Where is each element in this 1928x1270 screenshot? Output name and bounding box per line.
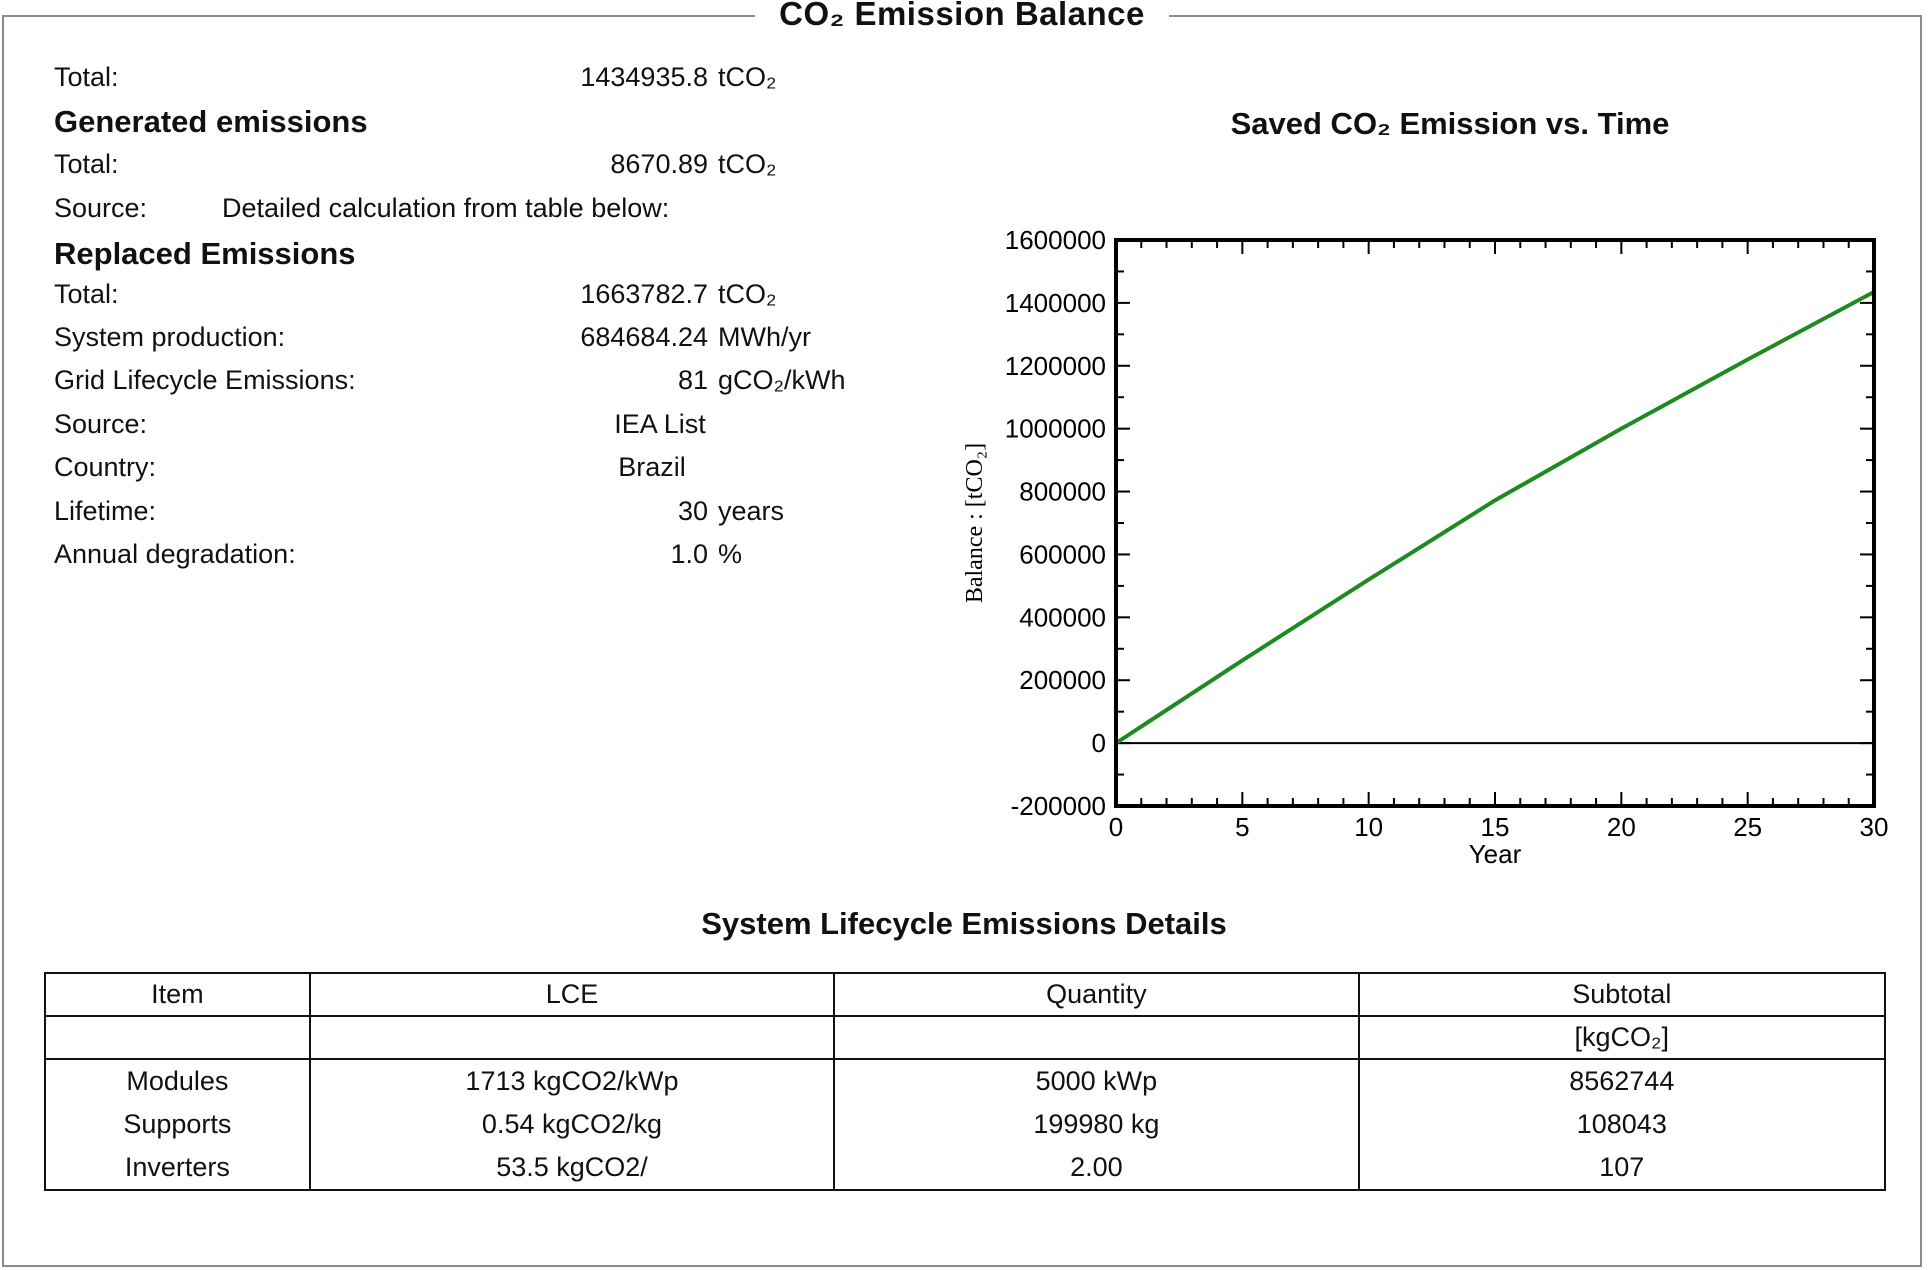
replaced-heading: Replaced Emissions: [54, 236, 356, 271]
y-tick-label: 800000: [1019, 477, 1106, 507]
lce-table: Item LCE Quantity Subtotal [kgCO₂] Modul…: [44, 972, 1887, 1191]
table-units-row: [kgCO₂]: [44, 1015, 1887, 1060]
system-production-unit: MWh/yr: [718, 322, 811, 352]
table-row: Modules 1713 kgCO2/kWp 5000 kWp 8562744: [44, 1059, 1887, 1103]
system-production-label: System production:: [54, 322, 286, 352]
x-axis-label: Year: [1469, 839, 1522, 869]
generated-total-label: Total:: [54, 149, 119, 179]
summary-total-label: Total:: [54, 62, 119, 92]
country-label: Country:: [54, 452, 157, 482]
y-tick-label: 1200000: [1005, 351, 1106, 381]
system-production-value: 684684.24: [580, 322, 708, 352]
x-tick-label: 15: [1481, 812, 1510, 842]
y-tick-label: 1000000: [1005, 414, 1106, 444]
lifetime-label: Lifetime:: [54, 496, 157, 526]
y-axis-label: Balance : [tCO₂]: [962, 443, 988, 603]
y-tick-label: 600000: [1019, 539, 1106, 569]
cell-item: Supports: [44, 1103, 311, 1146]
generated-total-value: 8670.89: [610, 149, 708, 179]
report-title: CO₂ Emission Balance: [755, 0, 1169, 32]
header-lce: LCE: [308, 972, 836, 1017]
y-tick-label: 400000: [1019, 602, 1106, 632]
table-row: Supports 0.54 kgCO2/kg 199980 kg 108043: [44, 1103, 1887, 1146]
x-tick-label: 25: [1733, 812, 1762, 842]
replaced-total-label: Total:: [54, 279, 119, 309]
source-label: Source:: [54, 409, 148, 439]
x-tick-label: 20: [1607, 812, 1636, 842]
cell-item: Inverters: [44, 1146, 311, 1190]
source-value: IEA List: [614, 409, 706, 439]
country-value: Brazil: [618, 452, 686, 482]
series-line: [1114, 290, 1875, 745]
y-tick-label: 200000: [1019, 665, 1106, 695]
lifetime-unit: years: [718, 496, 785, 526]
x-tick-label: 30: [1860, 812, 1889, 842]
x-tick-label: 0: [1109, 812, 1123, 842]
cell-subtotal: 107: [1357, 1146, 1887, 1190]
table-row: Inverters 53.5 kgCO2/ 2.00 107: [44, 1146, 1887, 1190]
table-header-row: Item LCE Quantity Subtotal: [44, 972, 1887, 1017]
unit-quantity: [833, 1015, 1360, 1060]
cell-quantity: 2.00: [833, 1146, 1360, 1190]
header-item: Item: [44, 972, 311, 1017]
cell-subtotal: 8562744: [1357, 1059, 1887, 1103]
summary-total-value: 1434935.8: [580, 62, 708, 92]
cell-quantity: 199980 kg: [833, 1103, 1360, 1146]
degradation-unit: %: [718, 539, 743, 569]
cell-lce: 1713 kgCO2/kWp: [308, 1059, 836, 1103]
table-title: System Lifecycle Emissions Details: [701, 906, 1227, 941]
header-subtotal: Subtotal: [1357, 972, 1887, 1017]
plot-frame: [1114, 238, 1876, 808]
generated-source-value: Detailed calculation from table below:: [222, 193, 670, 223]
summary-total-unit: tCO₂: [718, 62, 777, 92]
unit-item: [44, 1015, 311, 1060]
y-tick-label: 0: [1092, 728, 1106, 758]
x-tick-label: 10: [1354, 812, 1383, 842]
cell-lce: 0.54 kgCO2/kg: [308, 1103, 836, 1146]
cell-quantity: 5000 kWp: [833, 1059, 1360, 1103]
saved-co2-chart: 0 5 10 15 20 25 30 1600000 1400000 1200000 1000000…: [962, 225, 1889, 869]
replaced-total-unit: tCO₂: [718, 279, 777, 309]
lifetime-value: 30: [677, 496, 708, 526]
grid-lce-value: 81: [677, 365, 708, 395]
grid-lce-label: Grid Lifecycle Emissions:: [54, 365, 356, 395]
generated-total-unit: tCO₂: [718, 149, 777, 179]
y-tick-label: 1400000: [1005, 288, 1106, 318]
cell-lce: 53.5 kgCO2/: [308, 1146, 836, 1190]
degradation-label: Annual degradation:: [54, 539, 296, 569]
cell-subtotal: 108043: [1357, 1103, 1887, 1146]
chart-title: Saved CO₂ Emission vs. Time: [1230, 106, 1670, 141]
grid-lce-unit: gCO₂/kWh: [718, 365, 846, 395]
y-tick-label: 1600000: [1005, 225, 1106, 255]
header-quantity: Quantity: [833, 972, 1360, 1017]
cell-item: Modules: [44, 1059, 311, 1103]
x-tick-label: 5: [1235, 812, 1249, 842]
unit-subtotal: [kgCO₂]: [1357, 1015, 1887, 1060]
unit-lce: [308, 1015, 836, 1060]
degradation-value: 1.0: [670, 539, 708, 569]
generated-heading: Generated emissions: [54, 104, 368, 139]
y-tick-label: -200000: [1011, 791, 1106, 821]
generated-source-label: Source:: [54, 193, 148, 223]
replaced-total-value: 1663782.7: [580, 279, 708, 309]
